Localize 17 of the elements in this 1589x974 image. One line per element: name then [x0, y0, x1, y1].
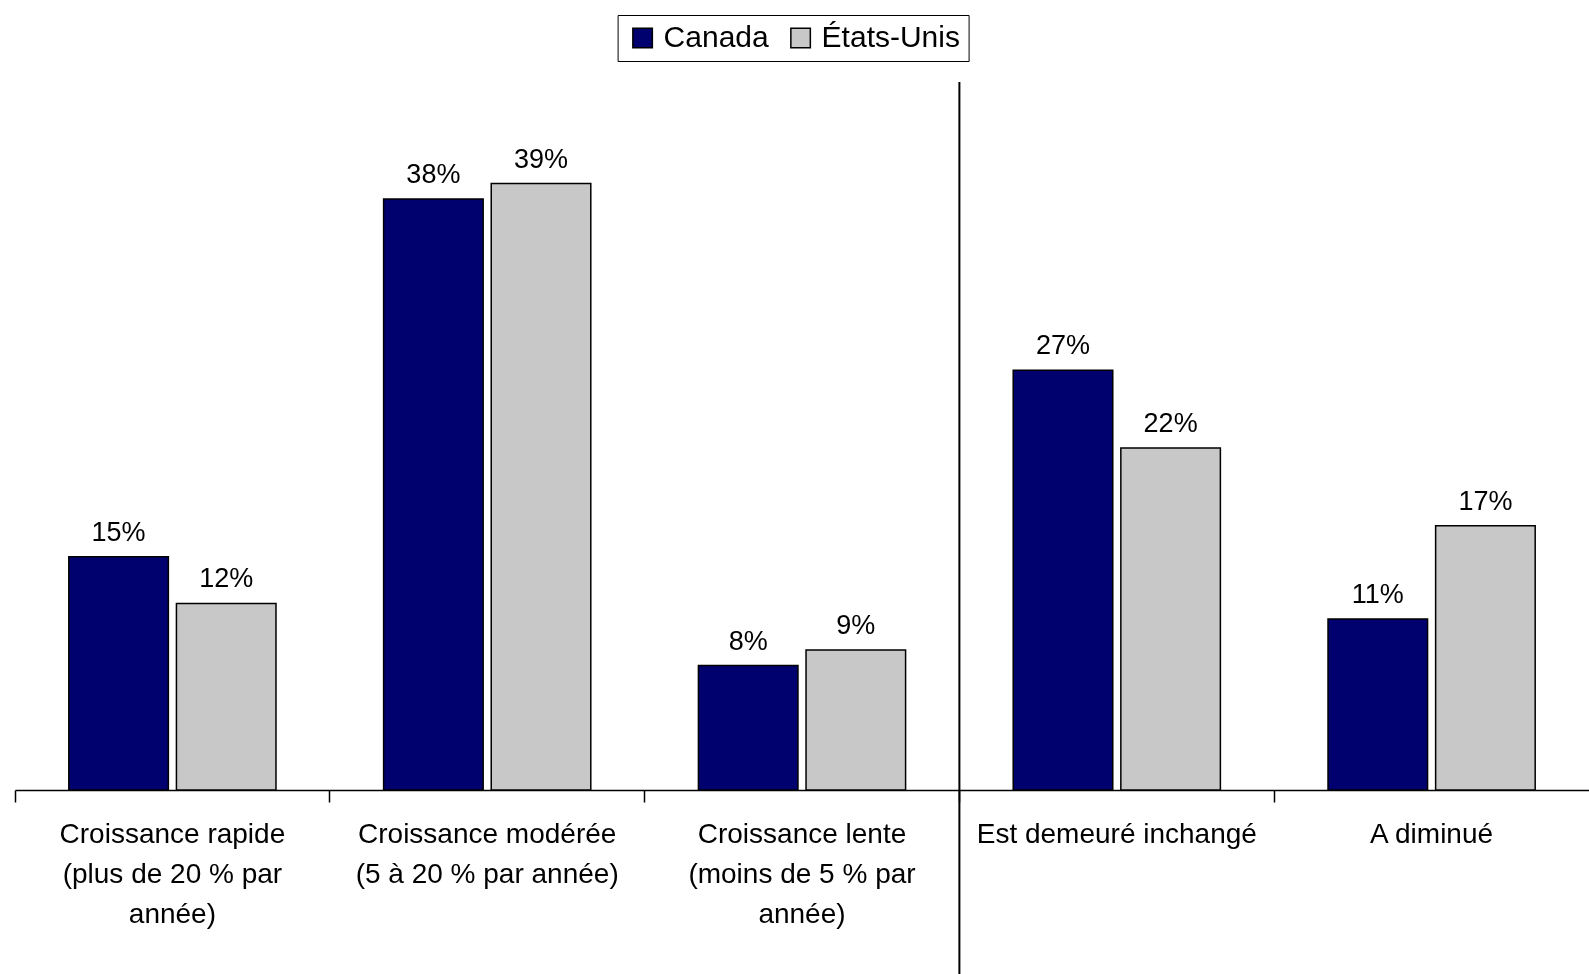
data-label: 17% — [1458, 485, 1513, 516]
x-tick-label: A diminué — [1370, 817, 1494, 849]
x-tick-label: Croissance modérée (5 à 20 % par année) — [355, 817, 619, 889]
data-label: 39% — [513, 143, 569, 174]
data-label: 38% — [406, 159, 461, 190]
data-label: 27% — [1035, 330, 1091, 361]
data-label: 8% — [728, 625, 768, 656]
legend-label: États-Unis — [821, 20, 960, 53]
legend-label: Canada — [663, 20, 769, 53]
data-label: 15% — [91, 516, 146, 547]
data-label: 12% — [199, 563, 254, 594]
data-label: 9% — [836, 610, 876, 641]
data-label: 11% — [1351, 578, 1404, 609]
x-tick-label: Est demeuré inchangé — [976, 817, 1257, 849]
data-label: 22% — [1143, 407, 1198, 438]
x-tick-label: Croissance rapide (plus de 20 % par année) — [59, 817, 286, 929]
x-tick-label: Croissance lente (moins de 5 % par année) — [688, 817, 916, 929]
